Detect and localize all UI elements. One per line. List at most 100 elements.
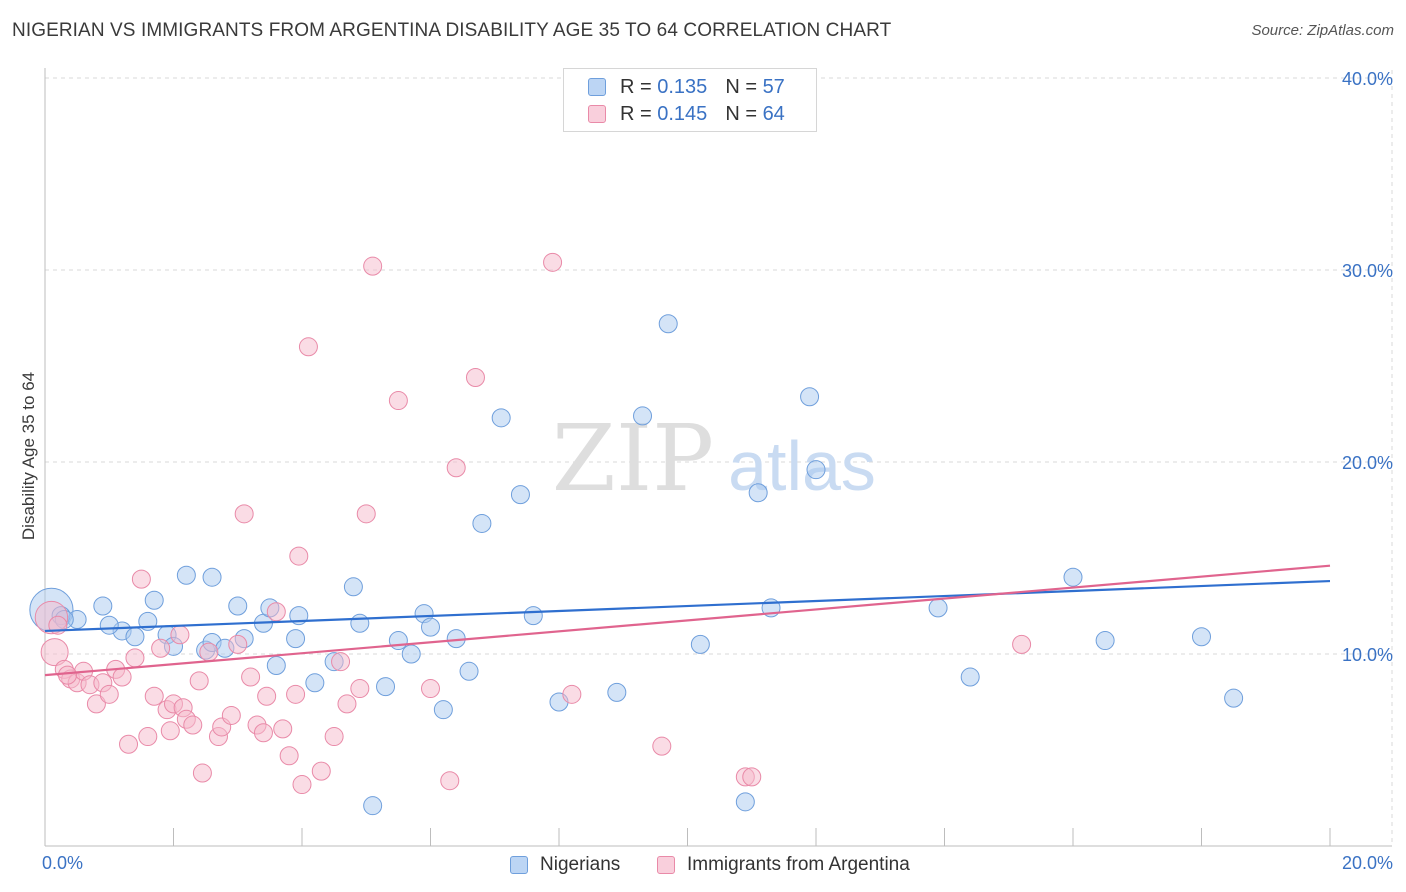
argentina-point — [86, 694, 106, 714]
nigerian-point — [144, 590, 164, 610]
argentina-point — [356, 504, 376, 524]
argentina-point — [125, 648, 145, 668]
nigerian-point — [286, 629, 306, 649]
chart-title: NIGERIAN VS IMMIGRANTS FROM ARGENTINA DI… — [12, 20, 892, 41]
argentina-point — [144, 686, 164, 706]
argentina-point — [292, 775, 312, 795]
nigerian-point — [960, 667, 980, 687]
nigerian-point — [510, 485, 530, 505]
nigerian-point — [363, 796, 383, 816]
y-tick-label: 20.0% — [1342, 453, 1393, 473]
nigerian-point — [806, 460, 826, 480]
nigerian-point — [523, 606, 543, 626]
bottom-legend-swatch-nigerians — [510, 856, 528, 874]
argentina-trend-line — [44, 564, 1331, 677]
nigerian-point — [633, 406, 653, 426]
x-tick-label: 20.0% — [1342, 853, 1393, 873]
nigerian-point — [607, 682, 627, 702]
argentina-point — [228, 634, 248, 654]
nigerian-point — [228, 596, 248, 616]
argentina-point — [388, 391, 408, 411]
argentina-point — [465, 368, 485, 388]
argentina-point — [543, 252, 563, 272]
argentina-point — [199, 642, 219, 662]
nigerian-point — [305, 673, 325, 693]
legend-r-value: 0.145 — [657, 102, 708, 125]
argentina-point — [286, 684, 306, 704]
nigerian-point — [376, 677, 396, 697]
argentina-point — [652, 736, 672, 756]
nigerian-point — [800, 387, 820, 407]
argentina-point — [279, 746, 299, 766]
nigerian-point — [491, 408, 511, 428]
nigerian-point — [202, 567, 222, 587]
nigerian-point — [1224, 688, 1244, 708]
argentina-point — [40, 638, 69, 667]
argentina-point — [221, 705, 241, 725]
legend-row-nigerians: R = 0.135 N = 57 — [588, 74, 785, 100]
nigerian-point — [735, 792, 755, 812]
argentina-point — [311, 761, 331, 781]
argentina-point — [131, 569, 151, 589]
bottom-legend-label-argentina: Immigrants from Argentina — [687, 854, 910, 875]
nigerian-point — [690, 634, 710, 654]
y-tick-label: 40.0% — [1342, 69, 1393, 89]
argentina-point — [363, 256, 383, 276]
argentina-point — [99, 684, 119, 704]
argentina-point — [337, 694, 357, 714]
argentina-point — [350, 679, 370, 699]
nigerian-point — [176, 565, 196, 585]
argentina-point — [151, 638, 171, 658]
axis-layer — [44, 68, 1392, 847]
argentina-point — [289, 546, 309, 566]
argentina-point — [421, 679, 440, 699]
argentina-point — [324, 727, 344, 747]
argentina-point — [253, 723, 273, 743]
legend-n-label: N = — [725, 102, 757, 125]
nigerian-point — [1095, 631, 1115, 651]
argentina-point — [266, 602, 286, 622]
argentina-point — [298, 337, 318, 357]
tick-label-layer: 10.0% 20.0% 30.0% 40.0% 0.0% 20.0% — [42, 69, 1393, 873]
nigerian-point — [658, 314, 678, 334]
nigerians-trend-line — [44, 579, 1331, 633]
nigerian-point — [1192, 627, 1211, 647]
argentina-point — [183, 715, 203, 735]
legend-row-argentina: R = 0.145 N = 64 — [588, 101, 785, 127]
argentina-point — [1012, 634, 1032, 654]
nigerian-point — [388, 631, 408, 651]
nigerian-point — [266, 656, 286, 676]
nigerian-point — [93, 596, 113, 616]
nigerian-point — [459, 661, 479, 681]
argentina-point — [170, 625, 190, 645]
bottom-legend-argentina: Immigrants from Argentina — [657, 852, 910, 878]
bottom-legend-nigerians: Nigerians — [510, 852, 620, 878]
nigerian-point — [748, 483, 768, 503]
source-label: Source: ZipAtlas.com — [1251, 22, 1394, 39]
nigerian-point — [1063, 567, 1083, 587]
legend-r-label: R = — [620, 102, 652, 125]
y-axis-label: Disability Age 35 to 64 — [19, 371, 38, 541]
legend-n-value: 57 — [762, 75, 785, 98]
argentina-point — [562, 684, 582, 704]
trend-layer — [44, 564, 1331, 677]
nigerian-point — [401, 644, 421, 664]
legend-r-value: 0.135 — [657, 75, 708, 98]
argentina-point — [241, 667, 261, 687]
argentina-point — [192, 763, 212, 783]
bottom-legend-swatch-argentina — [657, 856, 675, 874]
argentina-point — [742, 767, 762, 787]
nigerian-point — [125, 627, 145, 647]
argentina-point — [331, 652, 351, 672]
argentina-point — [257, 686, 277, 706]
argentina-point — [273, 719, 293, 739]
y-tick-label: 30.0% — [1342, 261, 1393, 281]
nigerian-point — [928, 598, 948, 618]
argentina-point — [112, 667, 132, 687]
y-tick-label: 10.0% — [1342, 645, 1393, 665]
nigerian-point — [350, 613, 370, 633]
legend-swatch-nigerians — [588, 78, 606, 96]
legend-r-label: R = — [620, 75, 652, 98]
legend-n-label: N = — [725, 75, 757, 98]
